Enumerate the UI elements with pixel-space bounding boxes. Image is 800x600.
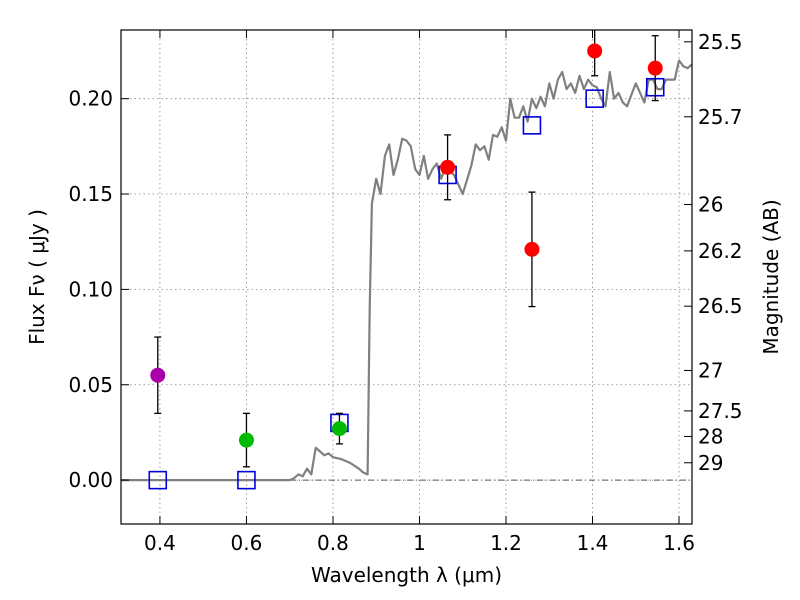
y2-tick-label: 25.7 — [698, 105, 743, 129]
model-square-marker — [585, 89, 604, 108]
observed-point — [524, 241, 540, 257]
x-tick-label: 1 — [413, 531, 426, 555]
x-tick-label: 1.2 — [490, 531, 522, 555]
y-tick-label: 0.15 — [68, 182, 113, 206]
y2-tick-label: 27 — [698, 358, 723, 382]
model-sed-series — [121, 59, 693, 482]
y-axis-label: Flux Fν ( μJy ) — [25, 209, 49, 345]
model-square-marker — [522, 116, 542, 135]
y2-tick-label: 25.5 — [698, 30, 743, 54]
sed-line — [121, 59, 693, 482]
y-tick-label: 0.00 — [68, 468, 113, 492]
y2-tick-label: 27.5 — [698, 399, 743, 423]
observed-point — [238, 432, 254, 448]
plot-frame — [120, 29, 693, 525]
observed-point — [150, 367, 166, 383]
y2-tick-label: 29 — [698, 451, 723, 475]
y-tick-label: 0.05 — [68, 373, 113, 397]
model-square-marker — [237, 470, 256, 490]
y2-tick-label: 26.5 — [698, 294, 743, 318]
observed-point — [587, 43, 603, 59]
x-axis-label: Wavelength λ (μm) — [311, 563, 502, 587]
x-tick-label: 0.6 — [231, 531, 263, 555]
observed-photometry-series — [150, 43, 663, 448]
observed-point — [331, 421, 347, 437]
y-axis-ticks: 0.00 0.05 0.10 0.15 0.20 — [68, 87, 129, 492]
x-axis-ticks: 0.4 0.6 0.8 1 1.2 1.4 1.6 — [144, 30, 695, 555]
x-tick-label: 0.8 — [317, 531, 349, 555]
observed-point — [647, 60, 663, 76]
x-tick-label: 1.6 — [663, 531, 695, 555]
x-tick-label: 0.4 — [144, 531, 176, 555]
y2-tick-label: 26.2 — [698, 239, 743, 263]
y-tick-label: 0.20 — [68, 87, 113, 111]
y2-axis-ticks: 25.5 25.7 26 26.2 26.5 27 27.528 29 — [684, 30, 743, 475]
model-square-marker — [148, 470, 168, 490]
x-tick-label: 1.4 — [577, 531, 609, 555]
y2-tick-label: 28 — [698, 424, 723, 448]
observed-point — [440, 159, 456, 175]
y2-tick-label: 26 — [698, 193, 723, 217]
error-bars — [154, 30, 659, 468]
y2-axis-label: Magnitude (AB) — [759, 199, 783, 354]
y-tick-label: 0.10 — [68, 277, 113, 301]
